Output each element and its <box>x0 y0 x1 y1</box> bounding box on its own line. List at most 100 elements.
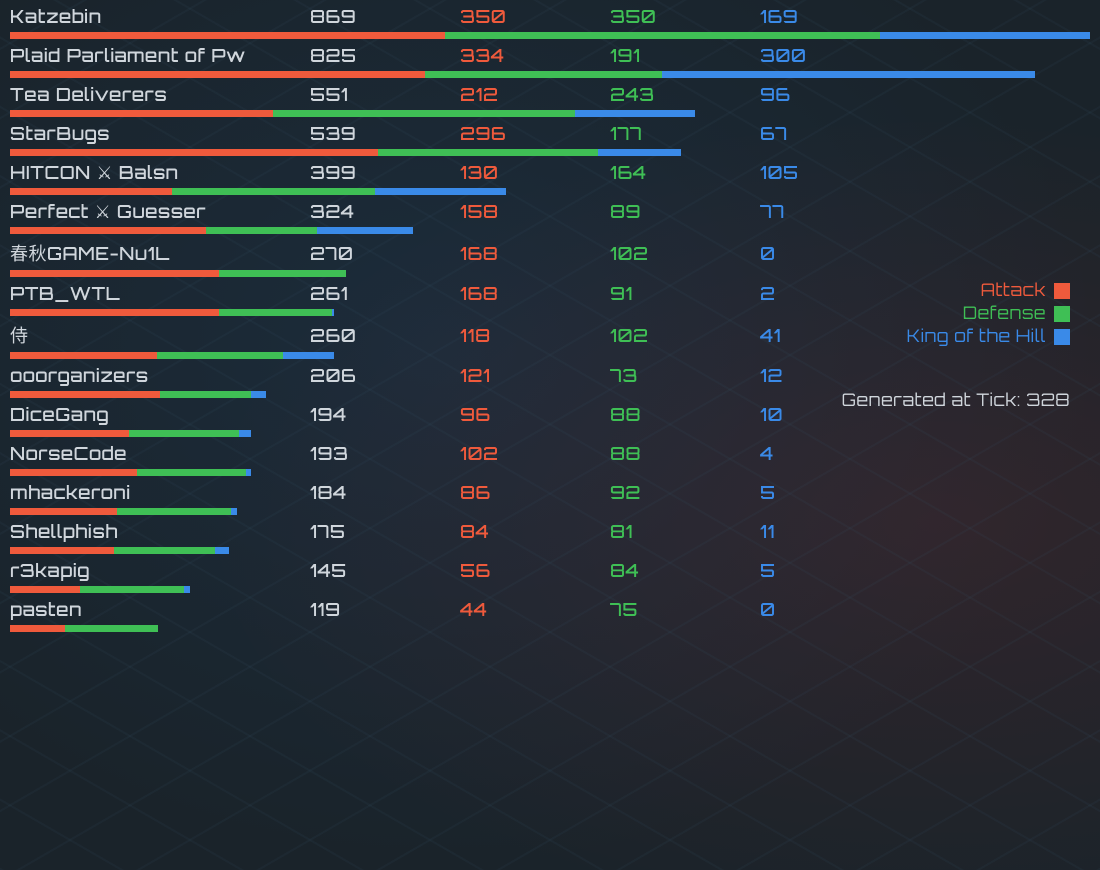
team-text-line: Perfect ⚔ Guesser3241588977 <box>10 201 1090 223</box>
team-name: Perfect ⚔ Guesser <box>10 201 310 223</box>
team-attack: 56 <box>460 560 610 582</box>
team-text-line: 春秋GAME-Nu1L2701681020 <box>10 240 1090 266</box>
bar-defense-segment <box>425 71 662 78</box>
bar-attack-segment <box>10 110 273 117</box>
team-row: mhackeroni18486925 <box>10 482 1090 515</box>
bar-attack-segment <box>10 188 172 195</box>
bar-koth-segment <box>880 32 1090 39</box>
legend-label: Attack <box>981 280 1046 301</box>
team-total: 270 <box>310 243 460 265</box>
bar-attack-segment <box>10 391 160 398</box>
team-row: Plaid Parliament of Pw825334191300 <box>10 45 1090 78</box>
team-name: Katzebin <box>10 6 310 28</box>
team-text-line: HITCON ⚔ Balsn399130164105 <box>10 162 1090 184</box>
team-defense: 89 <box>610 201 760 223</box>
team-koth: 105 <box>760 162 910 184</box>
team-name: NorseCode <box>10 443 310 465</box>
team-total: 539 <box>310 123 460 145</box>
team-row: NorseCode193102884 <box>10 443 1090 476</box>
team-name: r3kapig <box>10 560 310 582</box>
bar-attack-segment <box>10 71 425 78</box>
bar-koth-segment <box>375 188 505 195</box>
bar-attack-segment <box>10 430 129 437</box>
team-total: 825 <box>310 45 460 67</box>
team-attack: 118 <box>460 325 610 347</box>
team-attack: 121 <box>460 365 610 387</box>
team-attack: 84 <box>460 521 610 543</box>
bar-koth-segment <box>598 149 681 156</box>
bar-koth-segment <box>317 227 413 234</box>
team-attack: 212 <box>460 84 610 106</box>
bar-defense-segment <box>219 270 346 277</box>
bar-attack-segment <box>10 586 80 593</box>
team-total: 260 <box>310 325 460 347</box>
team-name: Plaid Parliament of Pw <box>10 45 310 67</box>
team-name: 春秋GAME-Nu1L <box>10 240 310 266</box>
team-name: mhackeroni <box>10 482 310 504</box>
team-attack: 350 <box>460 6 610 28</box>
bar-koth-segment <box>251 391 266 398</box>
bar-koth-segment <box>215 547 229 554</box>
bar-defense-segment <box>172 188 376 195</box>
team-total: 551 <box>310 84 460 106</box>
team-attack: 130 <box>460 162 610 184</box>
team-row: Shellphish175848111 <box>10 521 1090 554</box>
team-name: ooorganizers <box>10 365 310 387</box>
team-name: HITCON ⚔ Balsn <box>10 162 310 184</box>
team-total: 206 <box>310 365 460 387</box>
score-bar <box>10 71 1090 78</box>
team-defense: 102 <box>610 243 760 265</box>
bar-defense-segment <box>117 508 231 515</box>
score-bar <box>10 469 1090 476</box>
team-row: 春秋GAME-Nu1L2701681020 <box>10 240 1090 277</box>
team-attack: 296 <box>460 123 610 145</box>
team-koth: 0 <box>760 243 910 265</box>
bar-attack-segment <box>10 469 137 476</box>
bar-defense-segment <box>65 625 158 632</box>
bar-attack-segment <box>10 270 219 277</box>
legend: AttackDefenseKing of the Hill <box>907 280 1070 349</box>
team-defense: 102 <box>610 325 760 347</box>
team-row: StarBugs53929617767 <box>10 123 1090 156</box>
team-koth: 169 <box>760 6 910 28</box>
legend-swatch <box>1054 306 1070 322</box>
bar-koth-segment <box>184 586 190 593</box>
team-defense: 84 <box>610 560 760 582</box>
team-defense: 177 <box>610 123 760 145</box>
team-defense: 92 <box>610 482 760 504</box>
team-koth: 300 <box>760 45 910 67</box>
team-text-line: NorseCode193102884 <box>10 443 1090 465</box>
team-text-line: Plaid Parliament of Pw825334191300 <box>10 45 1090 67</box>
team-text-line: Tea Deliverers55121224396 <box>10 84 1090 106</box>
team-name: StarBugs <box>10 123 310 145</box>
team-defense: 88 <box>610 404 760 426</box>
bar-attack-segment <box>10 227 206 234</box>
team-attack: 158 <box>460 201 610 223</box>
team-attack: 44 <box>460 599 610 621</box>
bar-defense-segment <box>445 32 880 39</box>
team-koth: 77 <box>760 201 910 223</box>
bar-defense-segment <box>378 149 598 156</box>
score-bar <box>10 110 1090 117</box>
bar-defense-segment <box>273 110 575 117</box>
team-text-line: pasten11944750 <box>10 599 1090 621</box>
bar-koth-segment <box>332 309 334 316</box>
score-bar <box>10 547 1090 554</box>
team-row: r3kapig14556845 <box>10 560 1090 593</box>
bar-defense-segment <box>80 586 184 593</box>
team-koth: 5 <box>760 560 910 582</box>
team-text-line: r3kapig14556845 <box>10 560 1090 582</box>
bar-koth-segment <box>283 352 334 359</box>
team-attack: 86 <box>460 482 610 504</box>
bar-defense-segment <box>129 430 238 437</box>
team-total: 194 <box>310 404 460 426</box>
tick-prefix: Generated at Tick: <box>842 390 1026 411</box>
bar-koth-segment <box>246 469 251 476</box>
team-name: pasten <box>10 599 310 621</box>
team-name: Tea Deliverers <box>10 84 310 106</box>
team-total: 399 <box>310 162 460 184</box>
tick-label: Generated at Tick: 328 <box>842 390 1070 411</box>
team-defense: 81 <box>610 521 760 543</box>
team-name: PTB_WTL <box>10 283 310 305</box>
legend-swatch <box>1054 329 1070 345</box>
